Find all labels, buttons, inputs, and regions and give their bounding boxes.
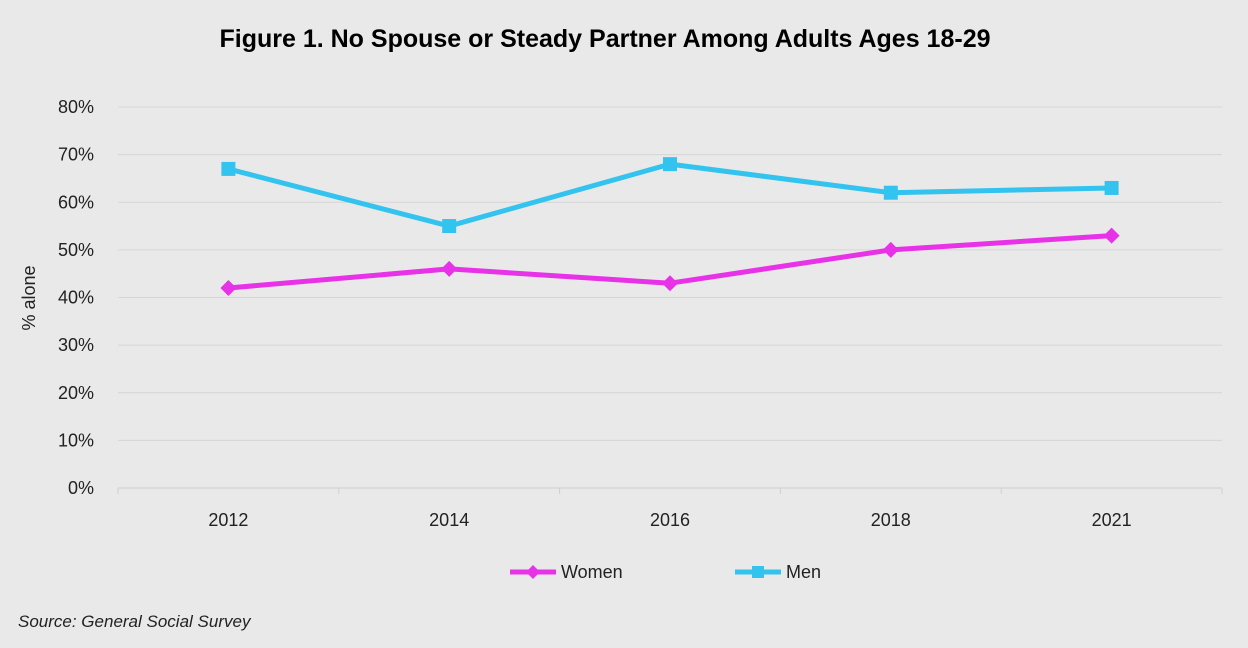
square-marker xyxy=(883,185,898,200)
y-axis-label: % alone xyxy=(19,265,39,330)
x-tick-label: 2021 xyxy=(1092,510,1132,530)
legend-label: Women xyxy=(561,562,623,582)
x-tick-label: 2014 xyxy=(429,510,469,530)
square-marker xyxy=(663,157,677,172)
y-tick-label: 0% xyxy=(68,478,94,498)
source-note: Source: General Social Survey xyxy=(18,612,252,631)
legend-item-women: Women xyxy=(510,562,623,582)
series-line xyxy=(227,161,1112,229)
x-tick-label: 2016 xyxy=(650,510,690,530)
legend-item-men: Men xyxy=(735,562,821,582)
y-tick-label: 70% xyxy=(58,145,94,165)
diamond-marker xyxy=(220,279,237,296)
chart-title: Figure 1. No Spouse or Steady Partner Am… xyxy=(220,25,991,53)
diamond-marker xyxy=(441,260,458,277)
legend: Women Men xyxy=(510,562,821,582)
y-tick-label: 80% xyxy=(58,97,94,117)
square-marker xyxy=(1104,180,1119,195)
y-tick-label: 40% xyxy=(58,288,94,308)
gridlines xyxy=(118,106,1222,441)
series-men xyxy=(221,157,1119,234)
square-marker xyxy=(752,566,764,578)
y-tick-label: 10% xyxy=(58,430,94,450)
y-tick-label: 30% xyxy=(58,335,94,355)
series-lines xyxy=(220,157,1120,296)
y-tick-label: 60% xyxy=(58,192,94,212)
x-axis-ticks: 2012 2014 2016 2018 2021 xyxy=(208,510,1131,530)
series-women xyxy=(220,227,1120,296)
y-tick-label: 50% xyxy=(58,240,94,260)
diamond-marker xyxy=(526,565,540,579)
x-tick-label: 2012 xyxy=(208,510,248,530)
diamond-marker xyxy=(662,275,678,292)
diamond-marker xyxy=(1103,227,1120,244)
square-marker xyxy=(221,161,236,176)
x-axis xyxy=(117,487,1223,494)
y-tick-label: 20% xyxy=(58,383,94,403)
diamond-marker xyxy=(882,241,899,258)
y-axis-ticks: 0% 10% 20% 30% 40% 50% 60% 70% 80% xyxy=(58,97,94,498)
square-marker xyxy=(442,219,457,234)
legend-label: Men xyxy=(786,562,821,582)
x-tick-label: 2018 xyxy=(871,510,911,530)
